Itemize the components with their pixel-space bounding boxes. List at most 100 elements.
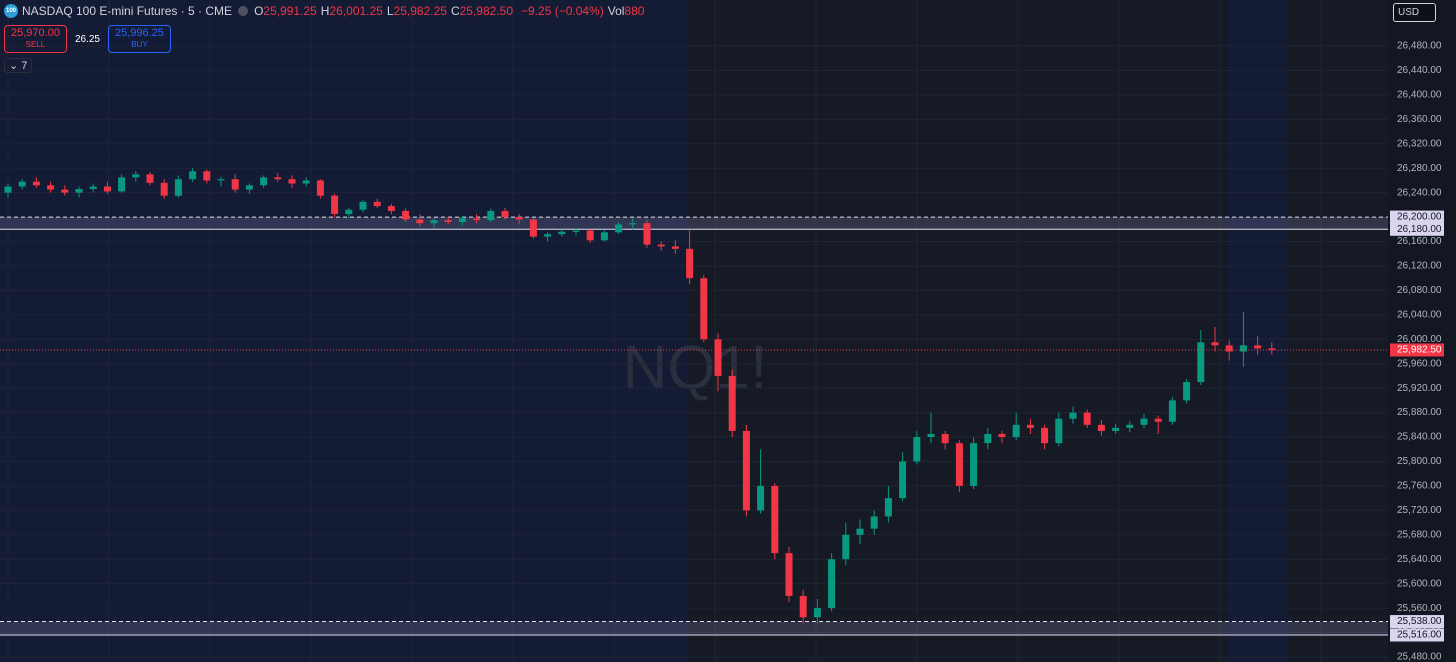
candle-body [899, 461, 907, 499]
buy-button[interactable]: 25,996.25 BUY [107, 25, 171, 53]
candle-body [615, 224, 623, 233]
currency-select[interactable]: USD [1393, 3, 1437, 22]
volume: 880 [624, 4, 645, 18]
y-tick-label: 26,000.00 [1397, 334, 1442, 345]
candle-body [302, 180, 310, 184]
y-tick-label: 25,880.00 [1397, 407, 1442, 418]
candle-body [444, 220, 452, 222]
last-price-box [1390, 343, 1444, 357]
candle-body [274, 177, 282, 180]
ohlc-value: 26,001.25 [329, 4, 383, 18]
watermark: NQ1! [623, 333, 768, 402]
candle-body [18, 181, 26, 187]
candle-body [89, 186, 97, 189]
candle-body [1168, 400, 1176, 422]
candle-body [1183, 382, 1191, 401]
candle-body [657, 244, 665, 247]
candle-body [32, 181, 40, 186]
candle-body [629, 223, 637, 225]
candle-body [700, 278, 708, 340]
zone-label: 25,516.00 [1397, 630, 1442, 641]
y-tick-label: 25,560.00 [1397, 603, 1442, 614]
candle-body [799, 595, 807, 618]
candle-body [430, 220, 438, 224]
candle-body [47, 185, 55, 190]
candle-body [813, 608, 821, 618]
candle-body [103, 186, 111, 192]
candle-body [146, 174, 154, 183]
candle-body [544, 234, 552, 237]
y-tick-label: 25,800.00 [1397, 456, 1442, 467]
candle-body [1239, 345, 1247, 352]
candle-body [132, 174, 140, 178]
candle-body [387, 206, 395, 211]
candle-body [231, 179, 239, 190]
candle-body [515, 217, 523, 220]
y-tick-label: 25,920.00 [1397, 383, 1442, 394]
candle-body [373, 201, 381, 207]
ohlc-label: C [450, 4, 460, 18]
candle-body [984, 433, 992, 444]
candle-body [1225, 345, 1233, 352]
zone-label-box [1390, 210, 1444, 224]
symbol-icon: 100 [4, 4, 18, 18]
indicators-toggle[interactable]: ⌄ 7 [4, 58, 33, 73]
session-shade [0, 0, 688, 662]
header: 100 NASDAQ 100 E-mini Futures · 5 · CME … [4, 4, 644, 18]
candle-body [61, 189, 69, 193]
ohlc-value: 25,982.25 [393, 4, 447, 18]
candle-body [714, 339, 722, 376]
sell-price: 25,970.00 [11, 27, 60, 39]
candle-body [828, 559, 836, 609]
candle-body [331, 195, 339, 215]
sell-label: SELL [25, 40, 46, 49]
candle-body [856, 528, 864, 535]
ohlc: O25,991.25 H26,001.25 L25,982.25 C25,982.50 [254, 4, 517, 18]
candle-body [913, 437, 921, 462]
candle-body [1126, 424, 1134, 428]
candle-body [1112, 427, 1120, 431]
candle-body [728, 375, 736, 431]
candle-body [1069, 412, 1077, 419]
candle-body [842, 534, 850, 560]
candle-body [600, 232, 608, 241]
candle-body [217, 179, 225, 181]
candle-body [586, 230, 594, 241]
candle-body [1254, 345, 1262, 349]
indicator-count: 7 [21, 60, 28, 72]
market-status [238, 6, 249, 16]
candle-body [260, 177, 268, 186]
candle-body [458, 218, 466, 222]
candle-body [1097, 424, 1105, 431]
session-shade [1228, 0, 1288, 662]
candle-body [402, 210, 410, 220]
candle-body [4, 186, 12, 193]
spread: 26.25 [74, 33, 100, 45]
sell-button[interactable]: 25,970.00 SELL [4, 25, 67, 53]
symbol[interactable]: NASDAQ 100 E-mini Futures · 5 · CME [22, 4, 233, 18]
y-tick-label: 26,480.00 [1397, 41, 1442, 52]
buy-price: 25,996.25 [114, 27, 164, 39]
candle-body [1026, 424, 1034, 428]
zone-label: 26,180.00 [1397, 224, 1442, 235]
ohlc-label: L [386, 4, 394, 18]
candle-body [359, 201, 367, 210]
volume-label: Vol [607, 4, 625, 18]
candle-body [473, 218, 481, 221]
zone [0, 621, 1388, 636]
candle-body [742, 430, 750, 511]
candle-body [316, 180, 324, 196]
y-tick-label: 25,960.00 [1397, 358, 1442, 369]
y-tick-label: 25,720.00 [1397, 505, 1442, 516]
y-tick-label: 25,600.00 [1397, 578, 1442, 589]
y-tick-label: 26,320.00 [1397, 138, 1442, 149]
y-tick-label: 26,400.00 [1397, 90, 1442, 101]
candle-body [174, 179, 182, 196]
y-tick-label: 26,360.00 [1397, 114, 1442, 125]
candle-body [572, 230, 580, 232]
candle-body [345, 209, 353, 215]
candle-body [1041, 427, 1049, 444]
candle-body [558, 231, 566, 235]
candle-body [1211, 342, 1219, 346]
